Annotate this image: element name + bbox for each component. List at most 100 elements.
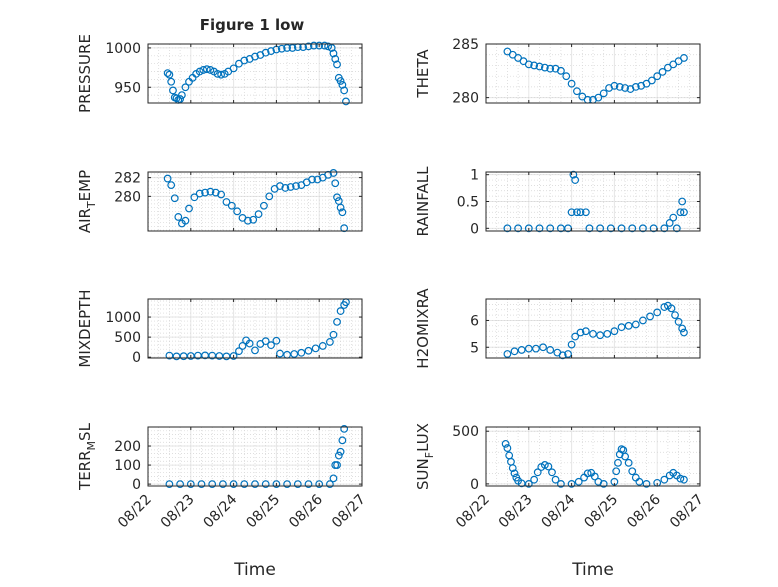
data-point xyxy=(631,320,640,329)
data-point xyxy=(338,436,347,445)
data-point xyxy=(660,224,669,233)
data-point xyxy=(181,216,190,225)
y-tick-label: 1000 xyxy=(105,41,141,57)
data-point xyxy=(653,72,662,81)
data-point xyxy=(540,461,549,469)
y-axis-label: PRESSURE xyxy=(76,34,94,113)
data-point xyxy=(614,458,622,467)
data-point xyxy=(599,89,608,98)
axes-box xyxy=(147,43,363,104)
data-point xyxy=(501,439,510,448)
data-point xyxy=(293,480,302,488)
data-point xyxy=(249,215,258,224)
data-point xyxy=(581,327,590,336)
data-point xyxy=(229,64,238,73)
data-point xyxy=(503,444,512,452)
data-point xyxy=(676,474,685,483)
data-point xyxy=(678,197,687,206)
data-point xyxy=(233,207,242,216)
data-point xyxy=(276,182,284,190)
data-point xyxy=(567,479,576,488)
data-point xyxy=(174,213,183,221)
data-point xyxy=(510,347,519,356)
data-point xyxy=(585,224,594,233)
y-axis-label: MIXDEPTH xyxy=(76,289,94,367)
data-point xyxy=(674,317,683,326)
data-point xyxy=(288,44,297,52)
data-point xyxy=(535,224,544,233)
data-point xyxy=(190,193,199,202)
data-point xyxy=(680,475,688,484)
data-point xyxy=(342,97,350,106)
panel-6: 5 6 H2OMIXRA xyxy=(414,288,701,369)
data-point xyxy=(176,95,185,103)
data-point xyxy=(589,329,597,338)
data-point xyxy=(277,44,286,53)
data-point xyxy=(336,203,345,212)
data-point xyxy=(617,224,626,233)
y-tick-label: 100 xyxy=(114,458,141,474)
data-point xyxy=(621,84,629,92)
data-point xyxy=(334,451,343,460)
data-point xyxy=(562,72,571,81)
data-point xyxy=(596,331,605,340)
data-point xyxy=(524,224,533,233)
data-point xyxy=(329,49,338,58)
data-point xyxy=(185,204,193,213)
data-point xyxy=(297,348,306,357)
data-point xyxy=(163,69,172,78)
data-point xyxy=(544,462,553,471)
data-point xyxy=(165,70,174,79)
data-point xyxy=(329,330,338,339)
data-point xyxy=(326,480,334,488)
data-point xyxy=(320,41,329,50)
data-point xyxy=(546,346,555,354)
data-point xyxy=(530,475,539,484)
data-point xyxy=(615,83,624,91)
data-point xyxy=(311,344,320,353)
data-point xyxy=(283,44,292,52)
y-tick-label: 0.5 xyxy=(457,195,479,211)
data-point xyxy=(628,224,637,233)
data-point xyxy=(240,480,249,488)
x-axis-title: Time xyxy=(233,560,276,580)
data-point xyxy=(217,70,226,79)
data-point xyxy=(281,184,290,192)
data-point xyxy=(186,480,195,488)
data-point xyxy=(510,469,519,478)
data-point xyxy=(567,340,576,349)
data-point xyxy=(336,447,345,456)
data-point xyxy=(304,480,313,488)
data-point xyxy=(211,188,220,197)
axes-box xyxy=(485,298,701,359)
data-point xyxy=(596,224,605,233)
data-point xyxy=(517,346,526,354)
data-point xyxy=(165,480,174,488)
figure-title: Figure 1 low xyxy=(200,16,305,34)
data-point xyxy=(229,480,238,488)
y-tick-label: 1 xyxy=(470,168,479,184)
y-tick-label: 5 xyxy=(470,340,479,356)
data-point xyxy=(660,475,669,484)
data-point xyxy=(583,469,592,478)
data-point xyxy=(272,336,281,345)
y-tick-label: 280 xyxy=(114,189,141,205)
data-point xyxy=(290,350,299,358)
y-tick-label: 0 xyxy=(132,350,141,366)
data-point xyxy=(222,198,231,206)
data-point xyxy=(567,79,576,88)
data-point xyxy=(197,480,206,488)
data-point xyxy=(576,208,585,217)
data-point xyxy=(533,468,542,477)
data-point xyxy=(530,61,539,70)
panel-3: 280 282 AIRTEMP xyxy=(76,169,363,233)
data-point xyxy=(669,213,678,222)
y-axis-label: SUNFLUX xyxy=(414,423,436,490)
data-point xyxy=(240,56,249,65)
data-point xyxy=(245,339,254,348)
data-point xyxy=(218,480,227,488)
data-point xyxy=(612,467,621,476)
data-point xyxy=(581,208,590,217)
x-axis-title: Time xyxy=(571,560,614,580)
